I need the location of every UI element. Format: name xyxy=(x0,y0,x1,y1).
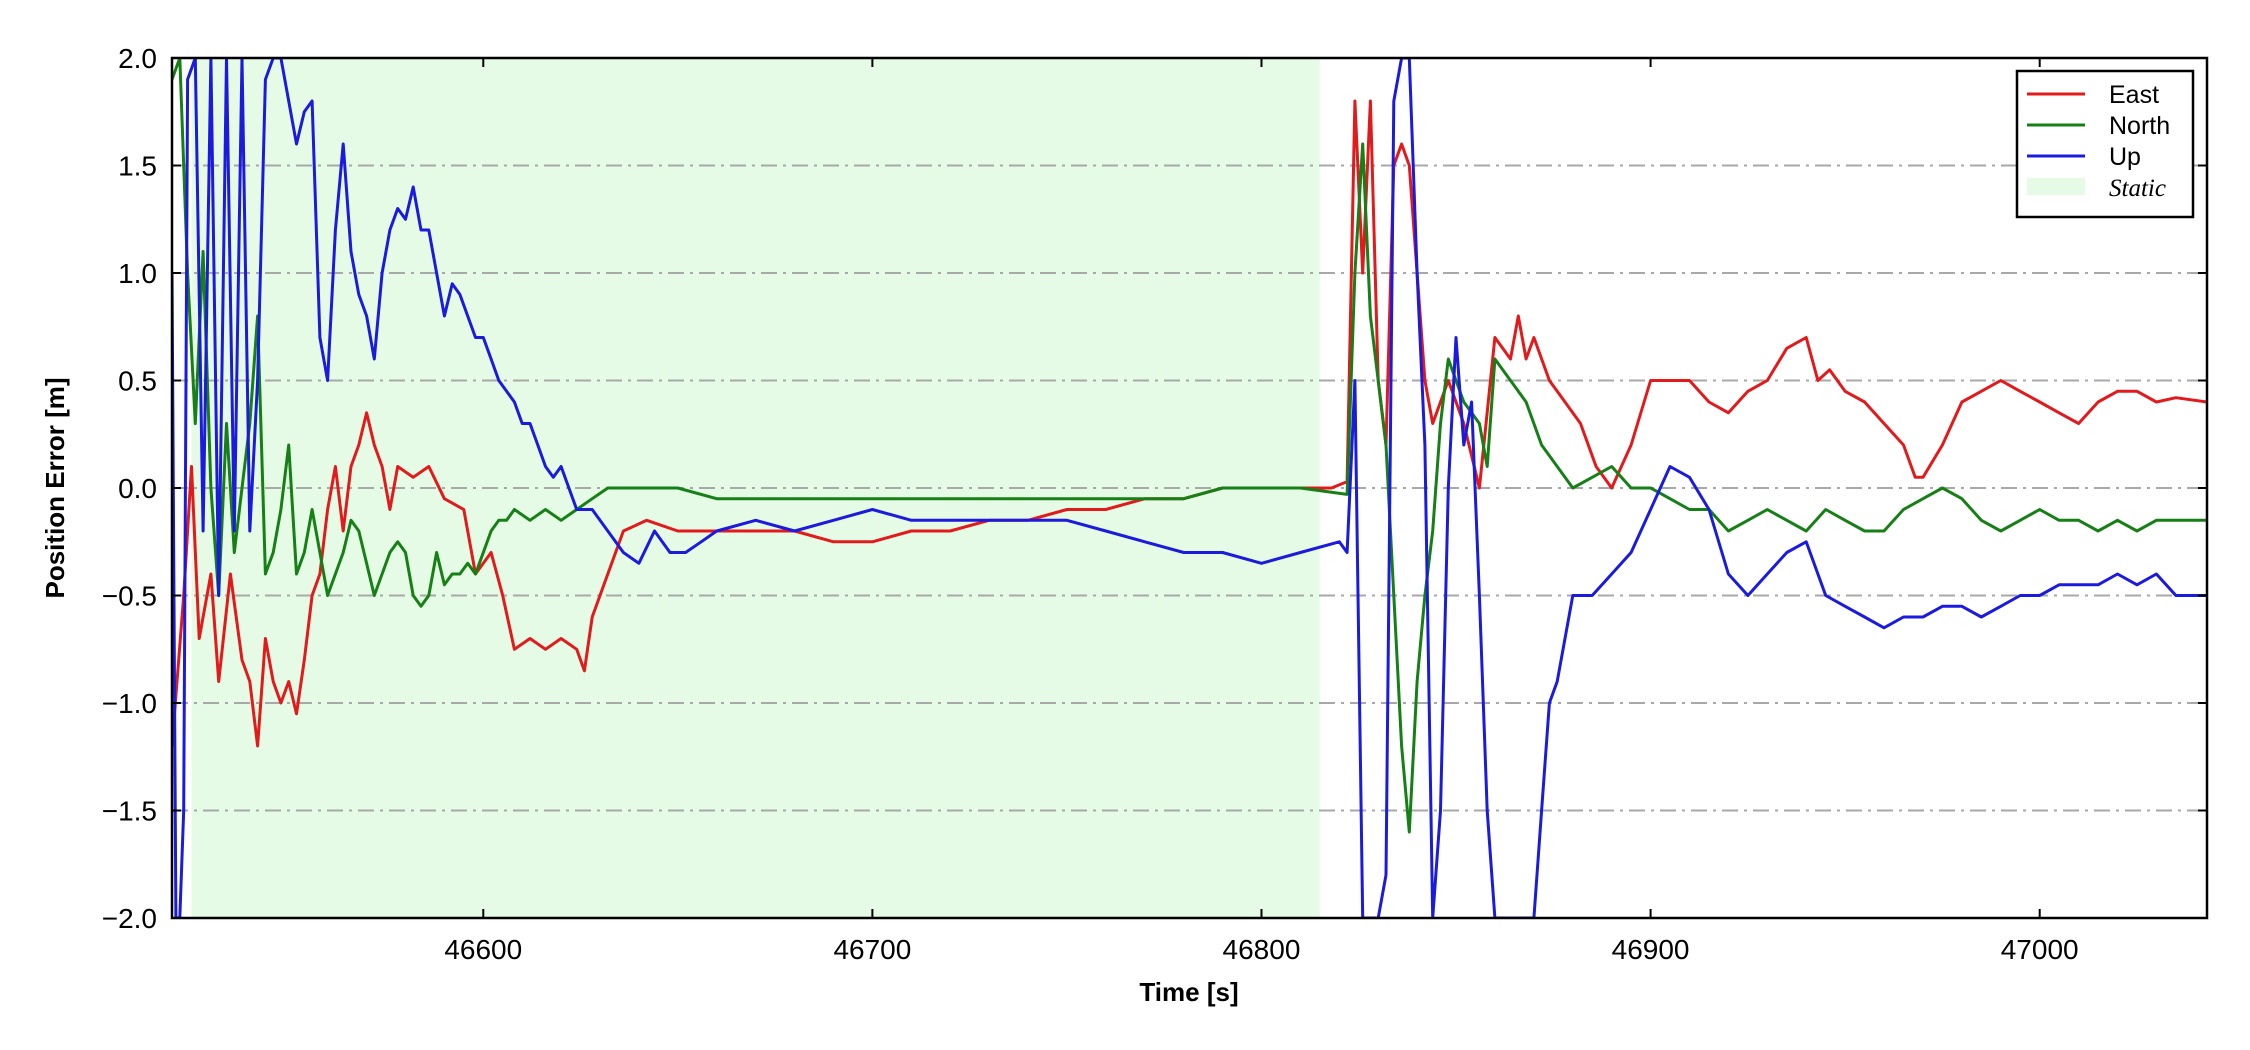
y-tick-label: 0.0 xyxy=(118,473,157,504)
series-line-up xyxy=(172,58,2207,918)
legend-static-label: Static xyxy=(2109,175,2166,202)
y-tick-label: 1.0 xyxy=(118,258,157,289)
series-line-north xyxy=(172,58,2207,834)
x-tick-label: 46700 xyxy=(833,934,911,965)
y-tick-label: −1.5 xyxy=(102,796,157,827)
x-tick-label: 47000 xyxy=(2001,934,2079,965)
y-tick-label: −2.0 xyxy=(102,903,157,934)
y-tick-label: −1.0 xyxy=(102,688,157,719)
y-tick-label: 0.5 xyxy=(118,366,157,397)
legend-east-label: East xyxy=(2109,81,2159,109)
static-region xyxy=(191,58,1320,918)
legend-north-label: North xyxy=(2109,112,2170,140)
legend-static-swatch xyxy=(2027,178,2085,195)
y-tick-label: 2.0 xyxy=(118,43,157,74)
x-tick-label: 46600 xyxy=(444,934,522,965)
x-tick-label: 46800 xyxy=(1223,934,1301,965)
x-tick-label: 46900 xyxy=(1612,934,1690,965)
x-axis-label: Time [s] xyxy=(1139,977,1238,1007)
legend: East North Up Static xyxy=(2015,69,2195,219)
y-tick-label: 1.5 xyxy=(118,151,157,182)
y-axis-label: Position Error [m] xyxy=(40,377,70,598)
legend-up-label: Up xyxy=(2109,143,2141,171)
y-tick-label: −0.5 xyxy=(102,581,157,612)
